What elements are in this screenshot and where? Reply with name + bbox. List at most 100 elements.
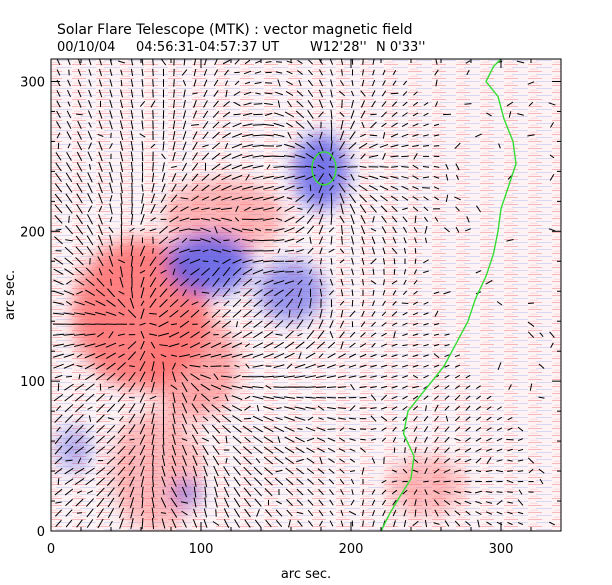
field-vector — [328, 468, 335, 474]
field-vector — [160, 193, 167, 203]
field-vector — [170, 497, 178, 508]
field-vector — [391, 480, 398, 483]
field-vector — [221, 185, 232, 191]
field-vector — [402, 333, 408, 337]
field-vector — [191, 184, 199, 192]
field-vector — [380, 354, 388, 358]
field-vector — [88, 164, 92, 170]
field-vector — [424, 436, 428, 443]
positive-polarity-region — [111, 411, 201, 531]
field-vector — [273, 375, 285, 378]
field-vector — [130, 89, 134, 98]
field-vector — [496, 459, 503, 462]
field-vector — [390, 133, 399, 138]
field-vector — [413, 415, 418, 422]
field-vector — [340, 310, 344, 318]
field-vector — [130, 518, 134, 529]
field-vector — [393, 520, 396, 527]
field-vector — [140, 213, 145, 225]
field-vector — [286, 499, 293, 507]
field-vector — [106, 299, 116, 307]
field-vector — [63, 333, 75, 336]
field-vector — [275, 519, 283, 528]
field-vector — [338, 141, 346, 151]
field-vector — [337, 165, 347, 168]
field-vector — [381, 90, 387, 97]
field-vector — [119, 110, 124, 119]
field-vector — [162, 162, 165, 172]
field-vector — [150, 217, 156, 222]
field-vector — [508, 384, 512, 391]
field-vector — [475, 511, 482, 515]
field-vector — [326, 386, 337, 388]
field-vector — [517, 438, 524, 441]
field-vector — [181, 162, 188, 172]
field-vector — [284, 416, 295, 421]
field-vector — [443, 469, 451, 474]
field-vector — [106, 372, 116, 381]
field-vector — [329, 489, 334, 495]
field-vector — [151, 402, 155, 414]
field-vector — [359, 194, 367, 203]
field-vector — [454, 354, 461, 358]
field-vector — [549, 174, 555, 181]
field-vector — [284, 249, 295, 252]
field-vector — [109, 395, 113, 401]
field-vector — [413, 405, 418, 411]
field-vector — [233, 487, 241, 497]
field-vector — [151, 423, 155, 435]
field-vector — [443, 291, 451, 295]
field-vector — [64, 257, 74, 266]
field-vector — [77, 89, 82, 98]
field-vector — [433, 134, 440, 137]
field-vector — [74, 343, 85, 347]
field-vector — [391, 111, 398, 118]
field-vector — [242, 309, 253, 318]
field-vector — [53, 353, 64, 358]
field-vector — [214, 497, 218, 508]
x-tick-label: 300 — [489, 542, 514, 557]
field-vector — [120, 203, 123, 215]
field-vector — [285, 90, 294, 96]
field-vector — [233, 91, 241, 96]
field-vector — [434, 447, 439, 454]
field-vector — [351, 99, 354, 108]
field-vector — [181, 343, 188, 347]
field-vector — [141, 79, 144, 87]
field-vector — [402, 101, 408, 107]
field-vector — [287, 131, 292, 139]
field-vector — [179, 354, 190, 358]
field-vector — [455, 163, 460, 171]
field-vector — [117, 456, 126, 465]
field-vector — [67, 89, 71, 97]
field-vector — [305, 363, 316, 369]
field-vector — [466, 69, 470, 76]
field-vector — [307, 99, 314, 108]
field-vector — [244, 519, 251, 528]
field-vector — [465, 520, 471, 527]
field-vector — [86, 235, 94, 246]
field-vector — [252, 124, 264, 126]
field-vector — [172, 130, 176, 140]
field-vector — [88, 89, 92, 98]
field-vector — [297, 520, 303, 527]
field-vector — [56, 132, 61, 139]
field-vector — [506, 101, 514, 107]
field-vector — [372, 289, 375, 296]
field-vector — [162, 141, 165, 151]
field-vector — [168, 331, 180, 338]
field-vector — [350, 225, 355, 235]
field-vector — [140, 203, 145, 215]
field-vector — [139, 361, 146, 372]
field-vector — [168, 226, 180, 233]
field-vector — [496, 301, 503, 306]
field-vector — [402, 290, 408, 296]
field-vector — [329, 510, 334, 516]
field-vector — [242, 196, 253, 201]
field-vector — [391, 364, 398, 368]
field-vector — [193, 79, 197, 87]
field-vector — [403, 269, 407, 275]
field-vector — [254, 71, 262, 74]
field-vector — [149, 322, 157, 326]
field-vector — [349, 438, 356, 441]
